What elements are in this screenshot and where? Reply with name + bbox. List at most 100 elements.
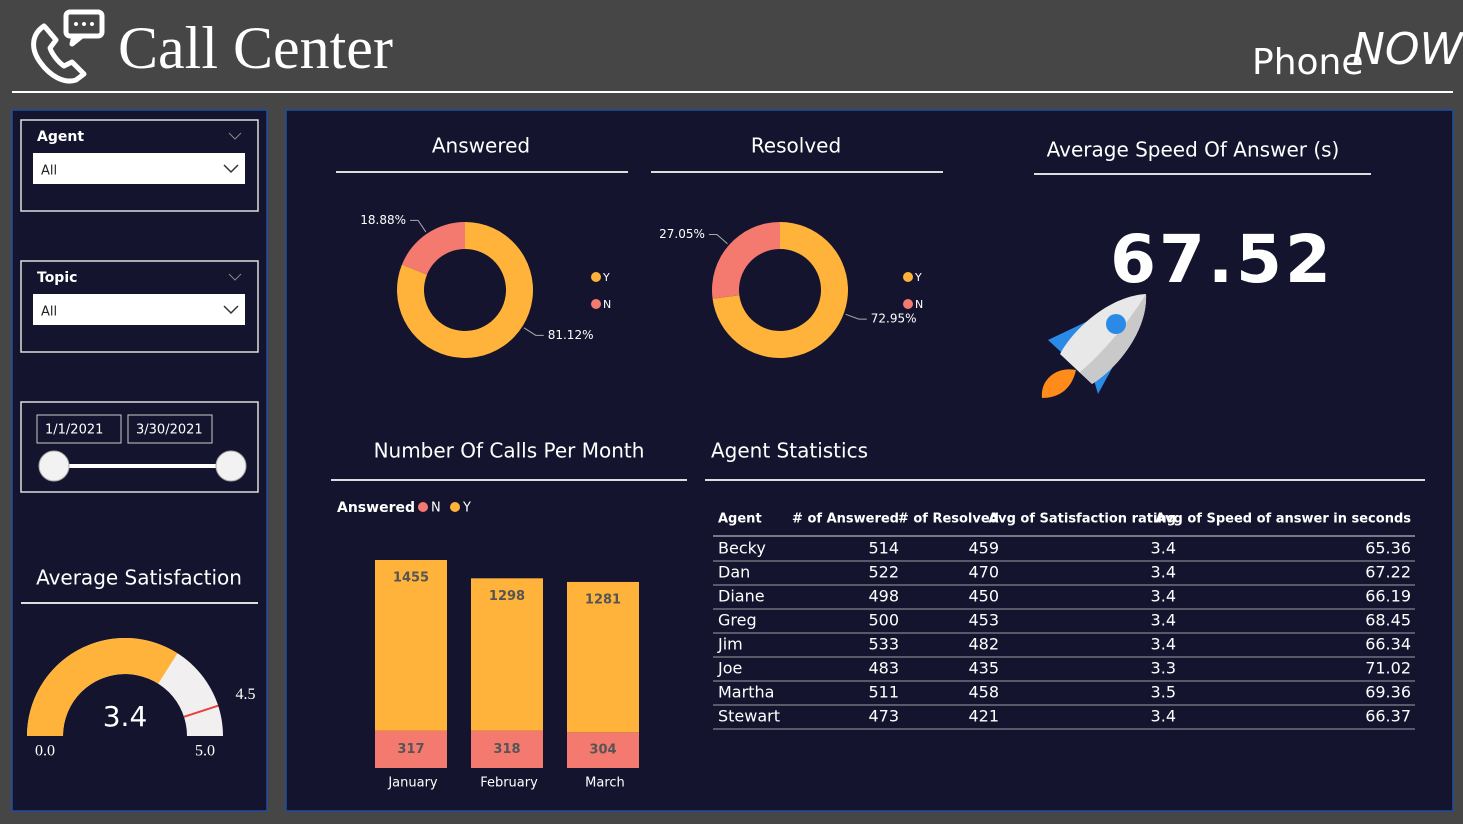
filter-box xyxy=(20,401,259,493)
table-title: Agent Statistics xyxy=(711,439,868,463)
data-label: 1281 xyxy=(585,592,621,607)
date-end: 3/30/2021 xyxy=(136,423,203,438)
filter-label: Topic xyxy=(37,270,77,286)
bar-segment xyxy=(567,581,639,733)
table-cell: 482 xyxy=(968,635,999,654)
donut-slice xyxy=(712,222,780,299)
date-input[interactable] xyxy=(127,414,213,444)
data-label: 1298 xyxy=(489,589,525,604)
data-label: 27.05% xyxy=(659,227,705,241)
filter-box xyxy=(20,119,259,212)
data-label: 317 xyxy=(397,742,424,757)
table-cell: 483 xyxy=(868,659,899,678)
table-cell: 3.5 xyxy=(1151,683,1176,702)
x-tick-label: January xyxy=(387,776,438,791)
brand: Phone xyxy=(1252,42,1364,83)
table-cell: 3.4 xyxy=(1151,539,1176,558)
x-tick-label: March xyxy=(585,776,625,791)
chevron xyxy=(228,132,242,140)
donut-slice xyxy=(397,222,533,358)
table-cell: 473 xyxy=(868,707,899,726)
table-cell: 470 xyxy=(968,563,999,582)
legend-label: N xyxy=(431,501,441,516)
table-cell: 450 xyxy=(968,587,999,606)
table-cell: 68.45 xyxy=(1365,611,1411,630)
dropdown[interactable] xyxy=(33,153,245,184)
table-cell: Greg xyxy=(718,611,757,630)
leader-line xyxy=(523,327,544,336)
chart-title: Answered xyxy=(432,134,530,158)
table-cell: 453 xyxy=(968,611,999,630)
table-cell: 3.3 xyxy=(1151,659,1176,678)
table-cell: Jim xyxy=(717,635,743,654)
kpi-value: 67.52 xyxy=(1110,221,1334,298)
bar-segment xyxy=(471,730,543,768)
legend-swatch xyxy=(418,502,428,512)
gauge-tick-label: 0.0 xyxy=(35,743,55,760)
data-label: 304 xyxy=(589,743,616,758)
data-label: 18.88% xyxy=(360,213,406,227)
date-filter[interactable]: 1/1/2021 3/30/2021 xyxy=(20,401,259,493)
data-label: 318 xyxy=(493,742,520,757)
table-cell: 498 xyxy=(868,587,899,606)
table-cell: Joe xyxy=(717,659,742,678)
table-cell: 533 xyxy=(868,635,899,654)
table-cell: 3.4 xyxy=(1151,707,1176,726)
brand-accent: NOW xyxy=(1352,24,1463,75)
gauge-target xyxy=(183,704,219,718)
table-cell: 514 xyxy=(868,539,899,558)
table-cell: 458 xyxy=(968,683,999,702)
table-cell: 71.02 xyxy=(1365,659,1411,678)
table-cell: 511 xyxy=(868,683,899,702)
legend-swatch xyxy=(450,502,460,512)
table-cell: 435 xyxy=(968,659,999,678)
gauge-tick-label: 5.0 xyxy=(195,743,215,760)
slider-handle[interactable] xyxy=(215,450,247,482)
table-cell: 66.37 xyxy=(1365,707,1411,726)
date-input[interactable] xyxy=(36,414,122,444)
dropdown-value: All xyxy=(41,164,57,179)
page-title: Call Center xyxy=(118,15,393,81)
leader-line xyxy=(410,219,427,233)
data-label: 81.12% xyxy=(548,328,594,342)
legend-label: Y xyxy=(914,271,922,284)
table-cell: 66.34 xyxy=(1365,635,1411,654)
icon-dot xyxy=(90,22,94,26)
column-header: # of Answered xyxy=(792,512,899,527)
leader-line xyxy=(845,313,867,320)
legend-swatch xyxy=(903,299,913,309)
donut-slice xyxy=(401,221,465,275)
table-cell: Martha xyxy=(718,683,774,702)
phone-icon xyxy=(31,9,105,84)
chevron xyxy=(223,164,239,174)
x-tick-label: February xyxy=(480,776,538,791)
filter-label: Agent xyxy=(37,129,84,145)
table-cell: Becky xyxy=(718,539,766,558)
column-header: Avg of Satisfaction rating xyxy=(989,512,1177,527)
legend-swatch xyxy=(591,272,601,282)
agent-filter[interactable]: Agent All xyxy=(20,119,259,212)
gauge-value xyxy=(27,638,178,736)
table-cell: Stewart xyxy=(718,707,780,726)
bar-segment xyxy=(471,578,543,731)
table-cell: 459 xyxy=(968,539,999,558)
gauge-value-label: 3.4 xyxy=(103,700,148,733)
chart-title: Average Speed Of Answer (s) xyxy=(1047,138,1340,162)
column-header: Agent xyxy=(718,512,762,527)
column-header: # of Resolved xyxy=(898,512,999,527)
topic-filter[interactable]: Topic All xyxy=(20,260,259,353)
bar-segment xyxy=(375,730,447,768)
leader-line xyxy=(708,234,728,245)
table-cell: 522 xyxy=(868,563,899,582)
table-cell: Dan xyxy=(718,563,750,582)
chevron xyxy=(228,273,242,281)
chart-title: Resolved xyxy=(751,134,841,158)
dropdown[interactable] xyxy=(33,294,245,325)
icon-dot xyxy=(74,22,78,26)
table-cell: 69.36 xyxy=(1365,683,1411,702)
slider-handle[interactable] xyxy=(38,450,70,482)
column-header: Avg of Speed of answer in seconds xyxy=(1155,512,1411,527)
rocket-icon xyxy=(1041,294,1147,398)
data-label: 1455 xyxy=(393,571,429,586)
